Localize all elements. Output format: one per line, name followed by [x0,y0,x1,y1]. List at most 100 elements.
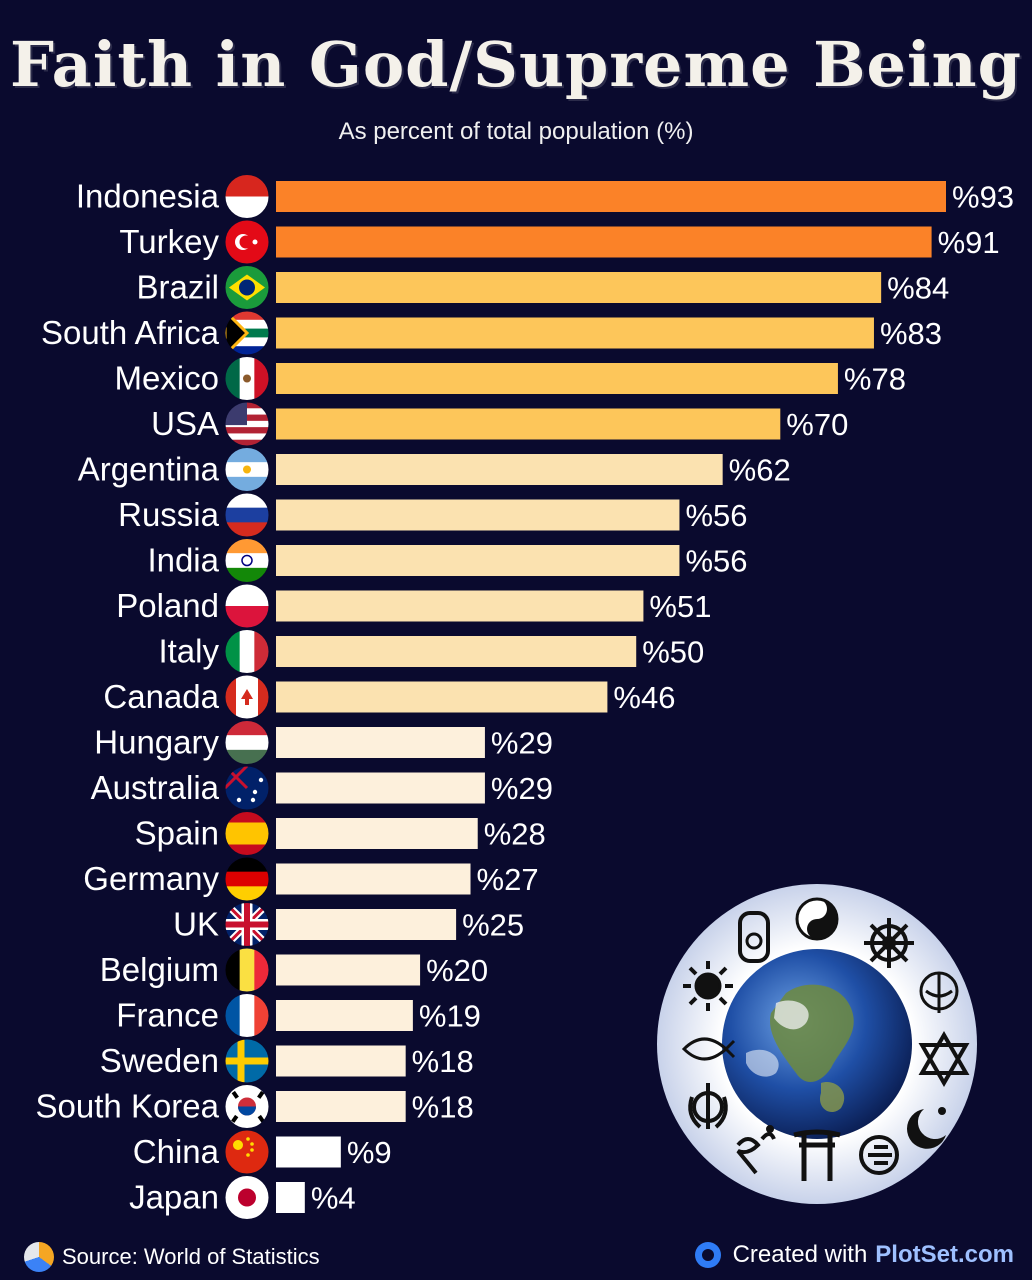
country-label: Argentina [78,451,220,488]
value-label: %29 [491,771,553,806]
flag-border [224,629,270,674]
canada-flag-icon [225,675,269,719]
value-label: %93 [952,180,1014,215]
value-label: %20 [426,953,488,988]
value-label: %25 [462,908,524,943]
country-label: Spain [135,815,219,852]
chart-title: Faith in God/Supreme Being [10,28,1022,101]
value-label: %70 [786,407,848,442]
country-label: Japan [129,1179,219,1216]
china-flag-icon [225,1130,269,1174]
bar [276,590,644,622]
flag-border [224,219,270,265]
flag-border [224,902,270,947]
flag-border [224,265,270,310]
country-label: Hungary [94,724,219,761]
value-label: %18 [412,1090,474,1125]
bar [276,1136,341,1168]
flag-border [224,310,270,356]
sweden-flag-icon [225,1039,269,1083]
turkey-flag-icon [225,220,269,264]
flag-border [224,856,270,902]
value-label: %84 [887,271,949,306]
bar [276,636,637,667]
bar [276,681,608,713]
value-label: %62 [729,453,791,488]
country-label: USA [151,405,219,442]
country-label: UK [173,906,219,943]
country-label: India [147,542,219,579]
russia-flag-icon [225,493,269,537]
country-label: Belgium [100,951,219,988]
flag-border [224,993,270,1038]
country-label: Brazil [136,269,219,306]
bar [276,408,781,440]
value-label: %4 [311,1181,356,1216]
country-label: South Africa [41,314,220,351]
country-label: Mexico [114,360,219,397]
credit-footer[interactable]: Created with PlotSet.com [694,1238,1014,1272]
country-label: France [116,997,219,1034]
flag-border [224,174,270,219]
australia-flag-icon [225,766,269,810]
created-with-text: Created with [732,1241,868,1268]
country-label: Germany [83,860,219,897]
mexico-flag-icon [225,356,269,401]
value-label: %18 [412,1044,474,1079]
country-label: China [133,1133,220,1170]
plotset-brand-link[interactable]: PlotSet.com [875,1241,1014,1268]
japan-flag-icon [225,1175,269,1220]
flag-border [224,1084,270,1129]
india-flag-icon [225,538,269,583]
bar [276,818,478,849]
flag-border [224,1129,270,1175]
country-label: Indonesia [76,178,220,215]
plotset-logo-icon [694,1242,721,1268]
bar [276,499,680,531]
flag-border [224,401,270,447]
italy-flag-icon [225,629,269,674]
flag-border [224,447,270,492]
south-africa-flag-icon [225,311,269,355]
flag-border [224,1175,270,1220]
bar-chart: Indonesia %93 Turkey %91 Brazil %84 South Afri… [36,174,1014,1220]
value-label: %9 [347,1135,392,1170]
source-text: Source: World of Statistics [62,1244,320,1269]
bar [276,226,932,258]
religion-symbols-globe-icon [657,884,977,1204]
value-label: %19 [419,999,481,1034]
bar [276,272,882,303]
value-label: %78 [844,362,906,397]
bar [276,454,723,485]
bar [276,954,421,986]
chart-subtitle: As percent of total population (%) [338,118,694,145]
value-label: %28 [484,817,546,852]
country-label: Canada [103,678,219,715]
usa-flag-icon [225,402,269,446]
country-label: Australia [91,769,220,806]
bar [276,1045,406,1077]
country-label: Turkey [119,223,219,260]
flag-border [224,811,270,856]
value-label: %56 [685,498,747,533]
value-label: %91 [938,225,1000,260]
value-label: %50 [642,635,704,670]
value-label: %46 [613,680,675,715]
flag-border [224,720,270,765]
flag-border [224,583,270,629]
flag-border [224,765,270,811]
indonesia-flag-icon [225,174,269,219]
country-label: Russia [118,496,220,533]
bar [276,909,457,940]
flag-border [224,1038,270,1084]
country-label: Poland [116,587,219,624]
bar [276,1182,305,1213]
value-label: %29 [491,726,553,761]
value-label: %51 [649,589,711,624]
country-label: Italy [158,633,219,670]
bar [276,1091,406,1122]
south-korea-flag-icon [225,1084,269,1129]
flag-border [224,947,270,993]
bar [276,317,874,349]
value-label: %56 [685,544,747,579]
